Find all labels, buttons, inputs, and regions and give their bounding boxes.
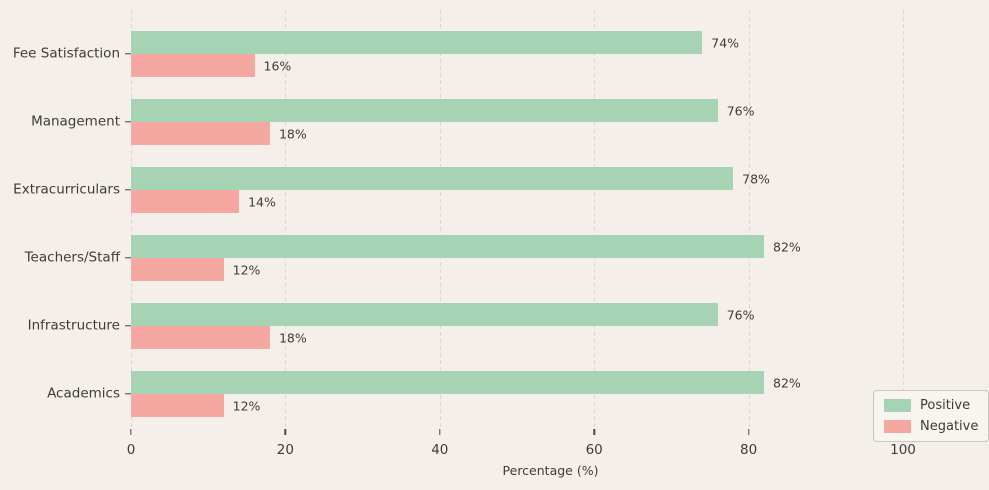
- positive-series-swatch-icon: [884, 399, 911, 412]
- gridline-80: [748, 10, 750, 428]
- category-label: Extracurriculars: [13, 181, 120, 198]
- legend-label-positive: Positive: [920, 398, 971, 413]
- legend-item-positive: Positive: [884, 398, 978, 413]
- negative-series-swatch-icon: [884, 420, 911, 433]
- value-label: 18%: [278, 330, 307, 345]
- bar-negative: [131, 54, 255, 77]
- y-tick: [125, 189, 131, 191]
- gridline-40: [439, 10, 441, 428]
- value-label: 14%: [248, 194, 276, 209]
- value-label: 74%: [711, 35, 740, 50]
- category-label: Academics: [47, 385, 120, 402]
- x-tick-80: [747, 429, 750, 435]
- bar-positive: [131, 303, 718, 326]
- gridline-60: [594, 10, 596, 428]
- x-tick-label-40: 40: [431, 442, 449, 458]
- bar-positive: [131, 99, 718, 122]
- bar-negative: [131, 122, 270, 145]
- category-label: Management: [31, 113, 120, 130]
- y-tick: [125, 53, 131, 55]
- category-label: Infrastructure: [27, 317, 120, 334]
- x-tick-20: [284, 429, 287, 435]
- x-tick-label-100: 100: [890, 442, 916, 458]
- bar-negative: [131, 258, 224, 281]
- y-tick: [125, 393, 131, 395]
- legend: Positive Negative: [873, 390, 989, 442]
- x-tick-40: [439, 429, 441, 435]
- x-tick-label-60: 60: [585, 442, 603, 458]
- legend-item-negative: Negative: [884, 419, 978, 434]
- value-label: 82%: [773, 375, 801, 390]
- x-axis-title: Percentage (%): [502, 463, 599, 478]
- value-label: 12%: [232, 262, 261, 277]
- bar-positive: [131, 167, 734, 190]
- value-label: 78%: [742, 171, 770, 186]
- category-label: Fee Satisfaction: [12, 45, 120, 62]
- value-label: 76%: [726, 103, 755, 118]
- value-label: 82%: [773, 239, 801, 254]
- value-label: 18%: [278, 126, 307, 141]
- category-label: Teachers/Staff: [24, 249, 120, 266]
- y-tick: [125, 257, 131, 259]
- bar-positive: [131, 371, 765, 394]
- x-tick-label-20: 20: [276, 442, 294, 458]
- gridline-0: [131, 10, 132, 428]
- x-tick-60: [593, 429, 595, 435]
- bar-negative: [131, 326, 270, 349]
- y-tick: [125, 121, 131, 123]
- bar-positive: [131, 235, 765, 258]
- bar-negative: [131, 190, 240, 213]
- legend-label-negative: Negative: [920, 419, 979, 434]
- value-label: 12%: [232, 398, 261, 413]
- gridline-100: [903, 10, 904, 428]
- x-tick-label-0: 0: [126, 442, 136, 458]
- value-label: 16%: [263, 58, 292, 73]
- y-tick: [125, 325, 131, 327]
- bar-negative: [131, 394, 224, 417]
- gridline-20: [285, 10, 287, 428]
- value-label: 76%: [726, 307, 755, 322]
- bar-positive: [131, 31, 703, 54]
- x-tick-label-80: 80: [740, 442, 758, 458]
- x-tick-0: [130, 429, 132, 435]
